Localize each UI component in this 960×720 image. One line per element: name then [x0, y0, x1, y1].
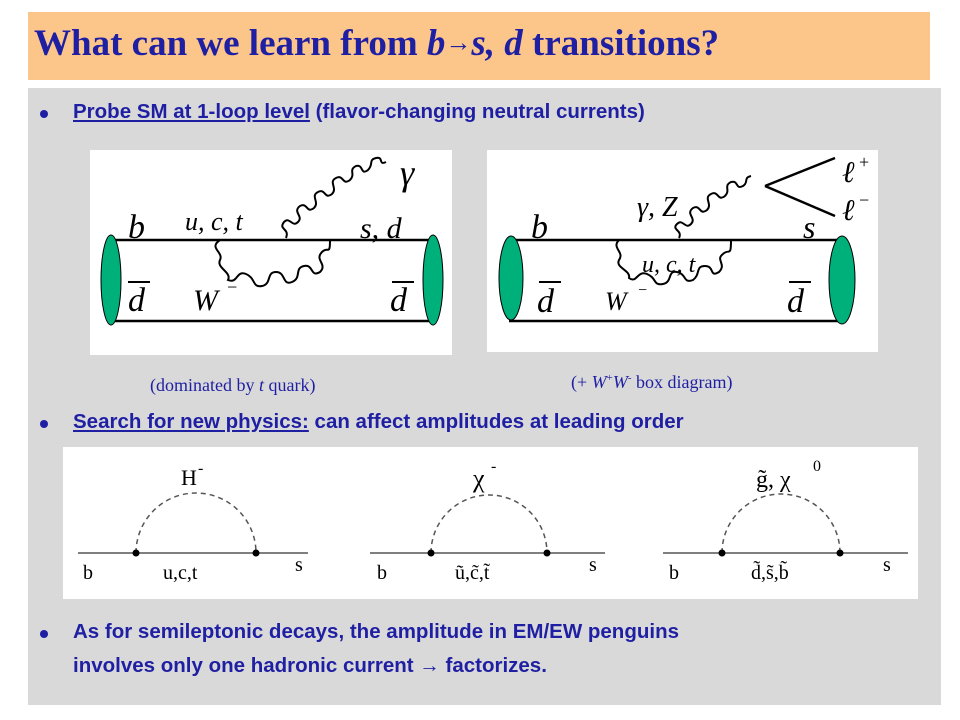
- svg-text:-: -: [491, 458, 496, 475]
- antiquark-d-left-label: d: [537, 283, 555, 320]
- loop1-top-label: H: [181, 465, 197, 490]
- bullet-1: Probe SM at 1-loop level (flavor-changin…: [73, 100, 645, 123]
- quark-b-label: b: [128, 209, 145, 246]
- final-quark-s-label: s: [803, 209, 815, 245]
- loop3-top-label: g̃, χ: [756, 467, 791, 493]
- loop2-left-label: b: [377, 562, 387, 584]
- svg-text:−: −: [226, 277, 238, 297]
- antiquark-d-left-label: d: [128, 282, 146, 319]
- w-boson-label: W: [193, 284, 221, 317]
- antiquark-d-right-label: d: [390, 282, 408, 319]
- final-quark-label: s, d: [360, 212, 403, 245]
- lepton-plus-label: ℓ: [842, 156, 855, 189]
- bullet-dot: [40, 420, 48, 428]
- svg-text:+: +: [859, 152, 869, 172]
- bullet-dot: [40, 630, 48, 638]
- caption-dominated-by-t: (dominated by t quark): [150, 375, 316, 395]
- lepton-minus-label: ℓ: [842, 194, 855, 227]
- feynman-diagram-ew-penguin: b d d u, c, t W − γ, Z s ℓ + ℓ −: [487, 150, 878, 352]
- quark-b-label: b: [531, 209, 548, 246]
- internal-quarks-label: u, c, t: [642, 252, 697, 278]
- loop3-left-label: b: [669, 562, 679, 584]
- slide-title: What can we learn from b→s, d transition…: [34, 23, 720, 64]
- new-physics-loop-diagrams: H - b u,c,t s χ - b ũ,c̃,t̃ s g̃, χ 0 b …: [63, 447, 918, 599]
- bullet-2: Search for new physics: can affect ampli…: [73, 410, 684, 433]
- loop3-mid-label: d̃,s̃,b̃: [751, 559, 789, 584]
- svg-text:−: −: [637, 282, 648, 299]
- arrow-icon: →: [445, 28, 472, 57]
- caption-box-diagram: (+ W+W- box diagram): [571, 372, 733, 392]
- bullet-dot: [40, 110, 48, 118]
- gamma-z-label: γ, Z: [637, 192, 678, 223]
- photon-label: γ: [400, 153, 415, 193]
- svg-text:-: -: [198, 460, 203, 477]
- title-banner: [28, 12, 930, 80]
- feynman-diagram-em-penguin: b d d u, c, t W − γ s, d: [90, 150, 452, 355]
- arrow-icon: →: [419, 654, 440, 677]
- loop2-top-label: χ: [472, 464, 485, 493]
- loop1-right-label: s: [295, 554, 303, 576]
- bullet-3-line1: As for semileptonic decays, the amplitud…: [73, 620, 679, 643]
- svg-text:−: −: [859, 190, 869, 210]
- loop2-mid-label: ũ,c̃,t̃: [455, 562, 490, 584]
- loop1-mid-label: u,c,t: [163, 562, 198, 584]
- antiquark-d-right-label: d: [787, 283, 805, 320]
- svg-text:0: 0: [813, 458, 821, 475]
- w-boson-label: W: [605, 287, 629, 316]
- internal-quarks-label: u, c, t: [185, 207, 244, 236]
- loop1-left-label: b: [83, 562, 93, 584]
- bullet-3-line2: involves only one hadronic current → fac…: [73, 654, 547, 677]
- loop2-right-label: s: [589, 554, 597, 576]
- loop3-right-label: s: [883, 554, 891, 576]
